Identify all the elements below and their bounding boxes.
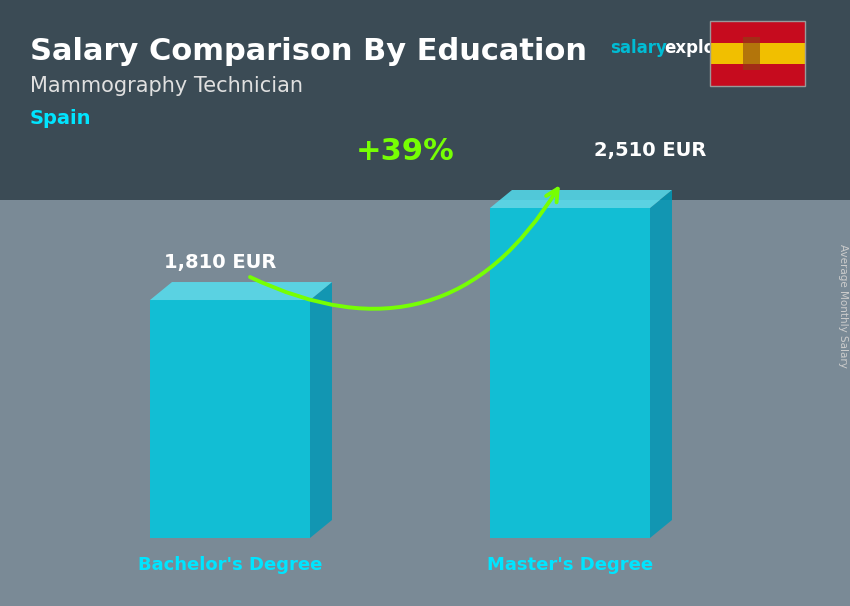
- Bar: [0, 0, 850, 200]
- Text: 1,810 EUR: 1,810 EUR: [164, 253, 276, 272]
- Text: Spain: Spain: [30, 108, 92, 127]
- Polygon shape: [150, 300, 310, 538]
- Polygon shape: [150, 282, 332, 300]
- Polygon shape: [490, 190, 672, 208]
- Bar: [710, 21, 805, 42]
- Text: +39%: +39%: [355, 136, 455, 165]
- Polygon shape: [490, 208, 650, 538]
- Text: Salary Comparison By Education: Salary Comparison By Education: [30, 36, 587, 65]
- Bar: [710, 42, 805, 64]
- Polygon shape: [650, 190, 672, 538]
- Bar: [743, 37, 761, 70]
- Text: Bachelor's Degree: Bachelor's Degree: [138, 556, 322, 574]
- Text: Master's Degree: Master's Degree: [487, 556, 653, 574]
- Text: Mammography Technician: Mammography Technician: [30, 76, 303, 96]
- Polygon shape: [310, 282, 332, 538]
- FancyArrowPatch shape: [250, 188, 558, 309]
- Text: Average Monthly Salary: Average Monthly Salary: [838, 244, 848, 368]
- Bar: [710, 64, 805, 86]
- Text: salary: salary: [610, 39, 667, 57]
- Text: .com: .com: [738, 39, 783, 57]
- Text: 2,510 EUR: 2,510 EUR: [594, 141, 706, 160]
- Text: explorer: explorer: [664, 39, 743, 57]
- Bar: [710, 21, 805, 86]
